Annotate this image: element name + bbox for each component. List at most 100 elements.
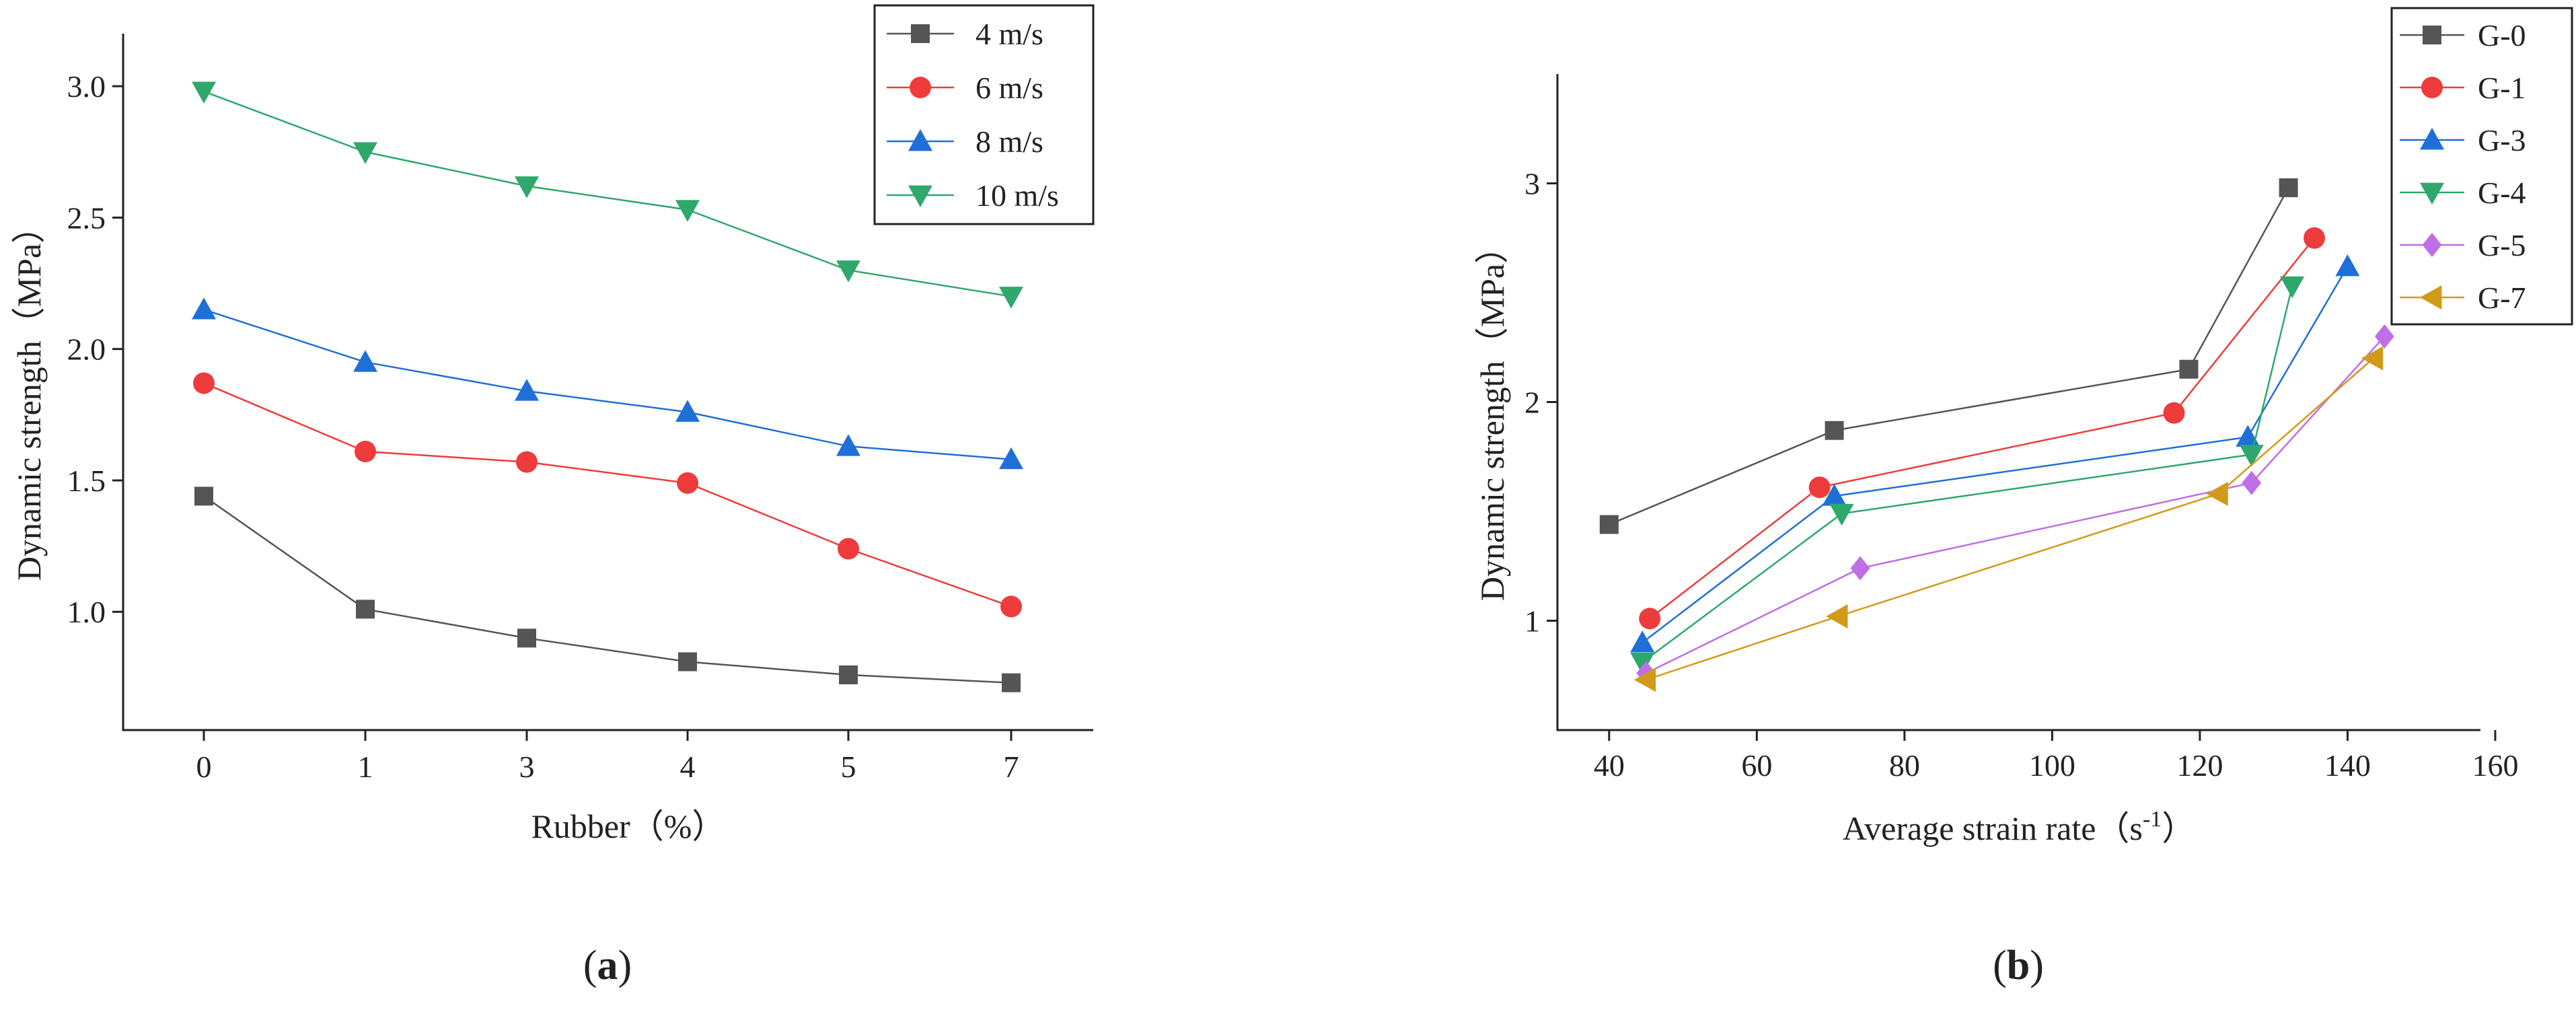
x-tick-label: 60 bbox=[1741, 748, 1772, 783]
series-line-g-4 bbox=[1642, 285, 2293, 663]
panel-label-a: (a) bbox=[583, 943, 632, 988]
data-point bbox=[1829, 503, 1854, 526]
data-point bbox=[2239, 445, 2264, 467]
y-tick-label: 2.5 bbox=[67, 201, 106, 235]
data-point bbox=[194, 486, 213, 506]
legend-item: G-4 bbox=[2400, 176, 2526, 210]
legend-item: G-1 bbox=[2400, 71, 2526, 105]
data-point bbox=[678, 652, 697, 672]
legend-label: G-0 bbox=[2478, 18, 2526, 52]
data-point bbox=[2206, 482, 2228, 506]
data-point bbox=[1000, 595, 1022, 618]
legend-marker bbox=[2420, 182, 2444, 205]
series-line-g-0 bbox=[1609, 187, 2289, 526]
axis-frame bbox=[1556, 74, 2480, 731]
data-point bbox=[1633, 667, 1656, 692]
legend-item: 6 m/s bbox=[887, 71, 1043, 105]
data-point bbox=[2304, 227, 2326, 249]
data-point bbox=[1630, 630, 1655, 653]
x-tick-label: 1 bbox=[358, 750, 373, 784]
data-point bbox=[1002, 673, 1021, 692]
y-tick-label: 1.0 bbox=[67, 595, 106, 629]
x-tick-label: 7 bbox=[1004, 750, 1019, 784]
legend-label: G-7 bbox=[2478, 281, 2526, 315]
y-tick-label: 2.0 bbox=[67, 332, 106, 367]
legend-marker bbox=[2423, 26, 2441, 44]
legend-item: G-0 bbox=[2400, 18, 2526, 52]
data-point bbox=[2374, 324, 2394, 349]
data-point bbox=[193, 372, 215, 394]
x-tick-label: 120 bbox=[2176, 748, 2223, 783]
series-line-8-m-s bbox=[203, 308, 1012, 460]
legend-marker bbox=[910, 77, 931, 98]
data-point bbox=[356, 600, 375, 619]
data-point bbox=[192, 81, 216, 104]
data-point bbox=[839, 665, 858, 684]
data-point bbox=[838, 538, 859, 560]
data-point bbox=[836, 434, 860, 456]
series-line-g-7 bbox=[1646, 357, 2374, 681]
data-point bbox=[1825, 421, 1844, 440]
data-point bbox=[353, 142, 377, 164]
chart-a: 1.0 1.5 2.0 2.5 3.0 0 1 3 4 5 7 Rubber（%） Dynamic st… bbox=[10, 4, 1095, 988]
chart-b: 1 2 3 40 60 80 100 120 140 160 Average strain rate… bbox=[1473, 7, 2573, 988]
legend-marker bbox=[908, 129, 932, 151]
data-point bbox=[836, 260, 860, 283]
x-tick-label: 100 bbox=[2029, 748, 2075, 783]
legend-item: 4 m/s bbox=[887, 17, 1043, 51]
x-tick-label: 140 bbox=[2324, 748, 2371, 783]
legend-item: G-3 bbox=[2400, 123, 2526, 157]
data-point bbox=[2163, 402, 2185, 424]
axis-frame bbox=[122, 34, 1093, 731]
legend-box bbox=[2390, 7, 2573, 326]
data-point bbox=[355, 441, 376, 462]
series-line-10-m-s bbox=[203, 90, 1012, 297]
x-axis-label: Rubber（%） bbox=[531, 807, 726, 845]
series-line-g-1 bbox=[1649, 237, 2316, 620]
data-point bbox=[192, 297, 216, 320]
x-tick-label: 3 bbox=[519, 750, 535, 784]
data-point bbox=[1599, 515, 1619, 534]
legend-label: 4 m/s bbox=[976, 17, 1043, 51]
data-point bbox=[515, 176, 539, 198]
legend-marker bbox=[2420, 285, 2442, 310]
panel-label-b: (b) bbox=[1993, 943, 2044, 988]
y-tick-label: 3 bbox=[1524, 167, 1540, 201]
data-point bbox=[2242, 470, 2262, 495]
legend-label: G-5 bbox=[2478, 228, 2526, 262]
data-point bbox=[1630, 652, 1655, 675]
y-axis-label: Dynamic strength（MPa） bbox=[10, 210, 48, 581]
legend-item: 10 m/s bbox=[887, 178, 1059, 213]
data-point bbox=[1808, 476, 1831, 499]
y-tick-label: 1 bbox=[1524, 604, 1540, 639]
data-point bbox=[2335, 254, 2360, 277]
y-tick-label: 3.0 bbox=[67, 69, 106, 104]
data-point bbox=[353, 350, 377, 372]
legend-marker bbox=[2422, 233, 2442, 257]
data-point bbox=[516, 451, 538, 473]
series-line-4-m-s bbox=[203, 495, 1012, 684]
data-point bbox=[2280, 276, 2305, 299]
legend-marker bbox=[911, 24, 930, 43]
legend: 4 m/s 6 m/s 8 m/s 10 m/s bbox=[873, 4, 1095, 225]
x-tick-label: 5 bbox=[841, 750, 856, 784]
legend-marker bbox=[2420, 128, 2444, 150]
data-point bbox=[2179, 359, 2199, 379]
legend-marker bbox=[2421, 77, 2443, 98]
legend-label: 10 m/s bbox=[976, 178, 1059, 213]
data-point bbox=[999, 447, 1023, 470]
x-tick-label: 0 bbox=[196, 750, 212, 784]
y-axis-label: Dynamic strength（MPa） bbox=[1473, 230, 1511, 601]
x-axis-label: Average strain rate（s-1） bbox=[1843, 807, 2195, 847]
series-line-6-m-s bbox=[203, 382, 1012, 608]
data-point bbox=[2279, 178, 2298, 197]
x-tick-label: 80 bbox=[1889, 748, 1920, 783]
y-tick-label: 2 bbox=[1524, 386, 1540, 420]
x-tick-label: 160 bbox=[2472, 748, 2518, 783]
legend-label: 8 m/s bbox=[976, 124, 1043, 159]
series-line-g-5 bbox=[1646, 336, 2386, 674]
legend-label: G-3 bbox=[2478, 123, 2526, 157]
legend-item: G-5 bbox=[2400, 228, 2526, 262]
